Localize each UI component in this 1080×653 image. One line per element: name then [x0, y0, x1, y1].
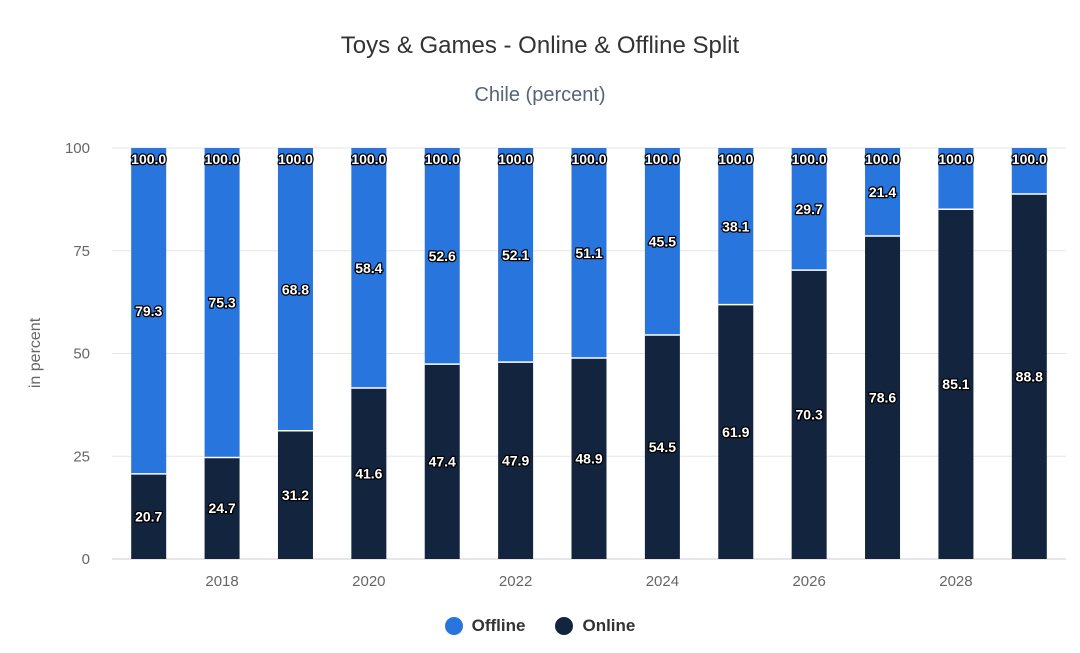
data-label-total: 100.0 — [718, 151, 753, 167]
bar-online-2027 — [865, 235, 901, 560]
y-axis-label: in percent — [27, 317, 44, 388]
bar-offline-2027 — [865, 148, 901, 236]
data-label-offline: 52.6 — [429, 248, 456, 264]
bar-online-2025 — [718, 304, 754, 559]
data-label-offline: 21.4 — [869, 184, 896, 200]
data-label-total: 100.0 — [278, 151, 313, 167]
legend-online-marker — [555, 617, 574, 635]
data-label-online: 48.9 — [575, 451, 602, 467]
bar-online-2019 — [277, 430, 313, 559]
data-label-online: 85.1 — [942, 376, 969, 392]
bar-offline-2023 — [571, 148, 607, 359]
data-label-offline: 45.5 — [649, 234, 676, 250]
data-label-total: 100.0 — [131, 151, 166, 167]
data-label-total: 100.0 — [498, 151, 533, 167]
x-tick-label: 2028 — [939, 573, 972, 590]
x-tick-label: 2022 — [499, 573, 532, 590]
x-tick-label: 2026 — [792, 573, 825, 590]
bar-offline-2022 — [498, 148, 534, 363]
bar-online-2028 — [938, 209, 974, 559]
bar-offline-2018 — [204, 148, 240, 458]
axis-labels: 0 25 50 75 100 2018 2020 2022 2024 2026 2028 — [65, 140, 973, 590]
bar-online-2026 — [791, 270, 827, 559]
data-label-offline: 79.3 — [135, 303, 162, 319]
y-tick-label: 50 — [73, 346, 90, 363]
bar-online-2022 — [498, 362, 534, 559]
bar-online-2021 — [424, 364, 460, 559]
bar-online-2018 — [204, 457, 240, 559]
data-label-total: 100.0 — [645, 151, 680, 167]
legend-online-label: Online — [582, 616, 636, 635]
bar-offline-2021 — [424, 148, 460, 365]
legend: Offline Online — [0, 616, 1080, 636]
data-label-offline: 75.3 — [208, 295, 235, 311]
data-label-online: 20.7 — [135, 508, 162, 524]
data-label-offline: 52.1 — [502, 247, 529, 263]
x-tick-label: 2020 — [352, 573, 385, 590]
data-label-offline: 68.8 — [282, 281, 309, 297]
x-tick-label: 2024 — [646, 573, 679, 590]
x-tick-label: 2018 — [205, 573, 238, 590]
data-label-online: 24.7 — [208, 500, 235, 516]
bars — [131, 148, 1047, 560]
data-labels: 20.7 79.3 100.0 24.7 75.3 100.0 31.2 68.8 100.0 4… — [130, 150, 1048, 526]
y-tick-label: 75 — [73, 243, 90, 260]
bar-online-2024 — [644, 335, 680, 559]
data-label-online: 88.8 — [1016, 369, 1043, 385]
legend-offline-label: Offline — [471, 616, 526, 635]
data-label-total: 100.0 — [425, 151, 460, 167]
data-label-total: 100.0 — [865, 151, 900, 167]
data-label-total: 100.0 — [1012, 151, 1047, 167]
data-label-online: 70.3 — [796, 407, 823, 423]
legend-offline-marker — [444, 617, 463, 635]
data-label-online: 47.9 — [502, 453, 529, 469]
bar-offline-2017 — [131, 148, 167, 474]
data-label-total: 100.0 — [205, 151, 240, 167]
data-label-online: 54.5 — [649, 439, 676, 455]
bar-online-2023 — [571, 358, 607, 559]
bar-online-2020 — [351, 388, 387, 559]
bar-offline-2029 — [1011, 148, 1047, 195]
data-label-total: 100.0 — [938, 151, 973, 167]
data-label-offline: 29.7 — [796, 201, 823, 217]
data-label-online: 47.4 — [429, 454, 456, 470]
bar-online-2029 — [1011, 194, 1047, 560]
data-label-online: 31.2 — [282, 487, 309, 503]
data-label-online: 61.9 — [722, 424, 749, 440]
y-tick-label: 25 — [73, 448, 90, 465]
chart-subtitle: Chile (percent) — [474, 84, 606, 106]
data-label-online: 41.6 — [355, 466, 382, 482]
data-label-offline: 58.4 — [355, 260, 382, 276]
data-label-offline: 38.1 — [722, 218, 749, 234]
bar-offline-2025 — [718, 148, 754, 305]
bar-offline-2028 — [938, 148, 974, 210]
data-label-total: 100.0 — [351, 151, 386, 167]
chart-title: Toys & Games - Online & Offline Split — [340, 32, 740, 59]
data-label-online: 78.6 — [869, 389, 896, 405]
bar-offline-2019 — [277, 148, 313, 431]
legend-item-offline[interactable]: Offline — [444, 616, 526, 636]
y-tick-label: 0 — [82, 551, 90, 568]
legend-item-online[interactable]: Online — [555, 616, 635, 636]
data-label-offline: 51.1 — [575, 245, 602, 261]
bar-offline-2026 — [791, 148, 827, 271]
bar-offline-2020 — [351, 148, 387, 389]
bar-online-2017 — [131, 473, 167, 559]
y-tick-label: 100 — [65, 140, 90, 157]
data-label-total: 100.0 — [792, 151, 827, 167]
data-label-total: 100.0 — [571, 151, 606, 167]
bar-offline-2024 — [644, 148, 680, 336]
